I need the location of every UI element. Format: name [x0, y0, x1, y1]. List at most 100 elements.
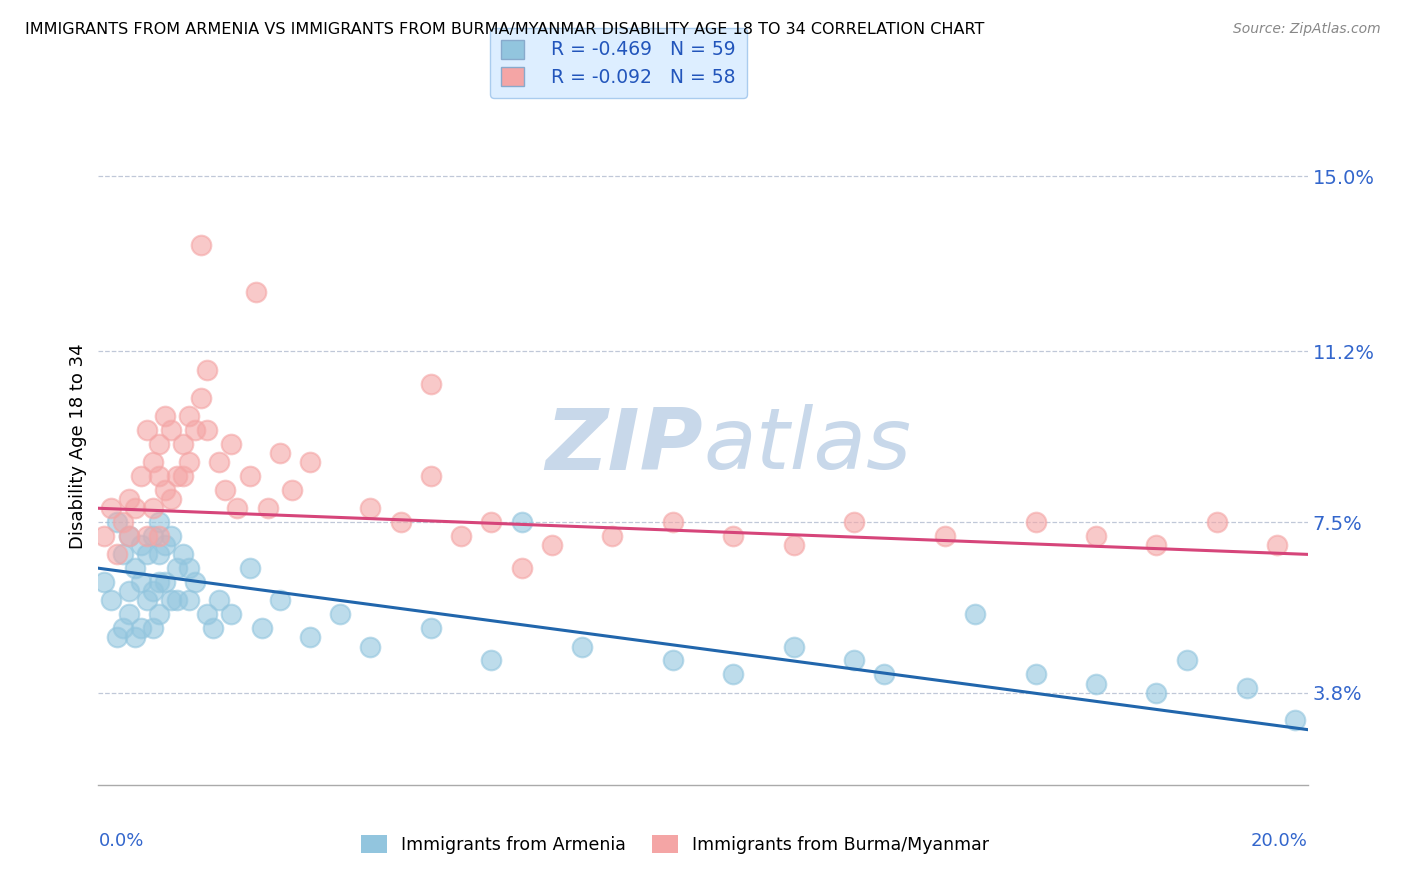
Text: 0.0%: 0.0% — [98, 832, 143, 850]
Point — [420, 621, 443, 635]
Point — [135, 529, 157, 543]
Point — [450, 529, 472, 543]
Legend: Immigrants from Armenia, Immigrants from Burma/Myanmar: Immigrants from Armenia, Immigrants from… — [354, 829, 995, 861]
Point — [93, 529, 115, 543]
Point — [111, 621, 134, 635]
Point — [269, 446, 291, 460]
Point — [481, 653, 503, 667]
Point — [179, 561, 201, 575]
Point — [160, 529, 183, 543]
Point — [934, 529, 956, 543]
Legend:   R = -0.469   N = 59,   R = -0.092   N = 58: R = -0.469 N = 59, R = -0.092 N = 58 — [491, 29, 747, 98]
Point — [510, 515, 533, 529]
Point — [1085, 676, 1108, 690]
Point — [360, 640, 382, 654]
Point — [661, 653, 683, 667]
Point — [195, 363, 218, 377]
Point — [124, 501, 146, 516]
Point — [142, 501, 165, 516]
Point — [135, 423, 157, 437]
Point — [281, 483, 304, 497]
Point — [481, 515, 503, 529]
Point — [190, 391, 212, 405]
Point — [1085, 529, 1108, 543]
Point — [111, 547, 134, 561]
Point — [1284, 714, 1306, 728]
Point — [329, 607, 352, 622]
Point — [420, 469, 443, 483]
Point — [844, 515, 866, 529]
Point — [148, 469, 170, 483]
Point — [1236, 681, 1258, 695]
Point — [256, 501, 278, 516]
Point — [1024, 667, 1046, 681]
Point — [661, 515, 683, 529]
Point — [148, 575, 170, 590]
Point — [118, 584, 141, 599]
Text: ZIP: ZIP — [546, 404, 703, 488]
Point — [245, 285, 267, 299]
Point — [783, 640, 806, 654]
Point — [783, 538, 806, 552]
Point — [250, 621, 273, 635]
Point — [208, 593, 231, 607]
Point — [723, 529, 745, 543]
Point — [166, 593, 188, 607]
Point — [160, 593, 183, 607]
Point — [179, 409, 201, 423]
Point — [160, 423, 183, 437]
Point — [129, 621, 152, 635]
Point — [184, 575, 207, 590]
Point — [172, 436, 194, 450]
Point — [1024, 515, 1046, 529]
Point — [153, 483, 176, 497]
Point — [148, 607, 170, 622]
Point — [1146, 686, 1168, 700]
Point — [105, 631, 128, 645]
Point — [129, 538, 152, 552]
Point — [93, 575, 115, 590]
Point — [269, 593, 291, 607]
Point — [148, 515, 170, 529]
Point — [184, 423, 207, 437]
Point — [118, 607, 141, 622]
Point — [195, 423, 218, 437]
Point — [844, 653, 866, 667]
Point — [1206, 515, 1229, 529]
Point — [105, 547, 128, 561]
Text: atlas: atlas — [703, 404, 911, 488]
Point — [124, 561, 146, 575]
Point — [118, 529, 141, 543]
Point — [1175, 653, 1198, 667]
Point — [179, 593, 201, 607]
Point — [299, 631, 322, 645]
Point — [100, 501, 122, 516]
Point — [965, 607, 987, 622]
Point — [129, 469, 152, 483]
Point — [214, 483, 236, 497]
Point — [142, 455, 165, 469]
Point — [360, 501, 382, 516]
Point — [239, 561, 262, 575]
Point — [510, 561, 533, 575]
Point — [179, 455, 201, 469]
Point — [118, 529, 141, 543]
Point — [1146, 538, 1168, 552]
Point — [299, 455, 322, 469]
Point — [873, 667, 896, 681]
Point — [105, 515, 128, 529]
Point — [389, 515, 412, 529]
Point — [420, 376, 443, 391]
Point — [221, 607, 243, 622]
Point — [142, 529, 165, 543]
Point — [124, 631, 146, 645]
Point — [148, 547, 170, 561]
Point — [166, 561, 188, 575]
Point — [142, 584, 165, 599]
Point — [153, 409, 176, 423]
Point — [166, 469, 188, 483]
Point — [602, 529, 624, 543]
Point — [221, 436, 243, 450]
Point — [135, 593, 157, 607]
Point — [153, 575, 176, 590]
